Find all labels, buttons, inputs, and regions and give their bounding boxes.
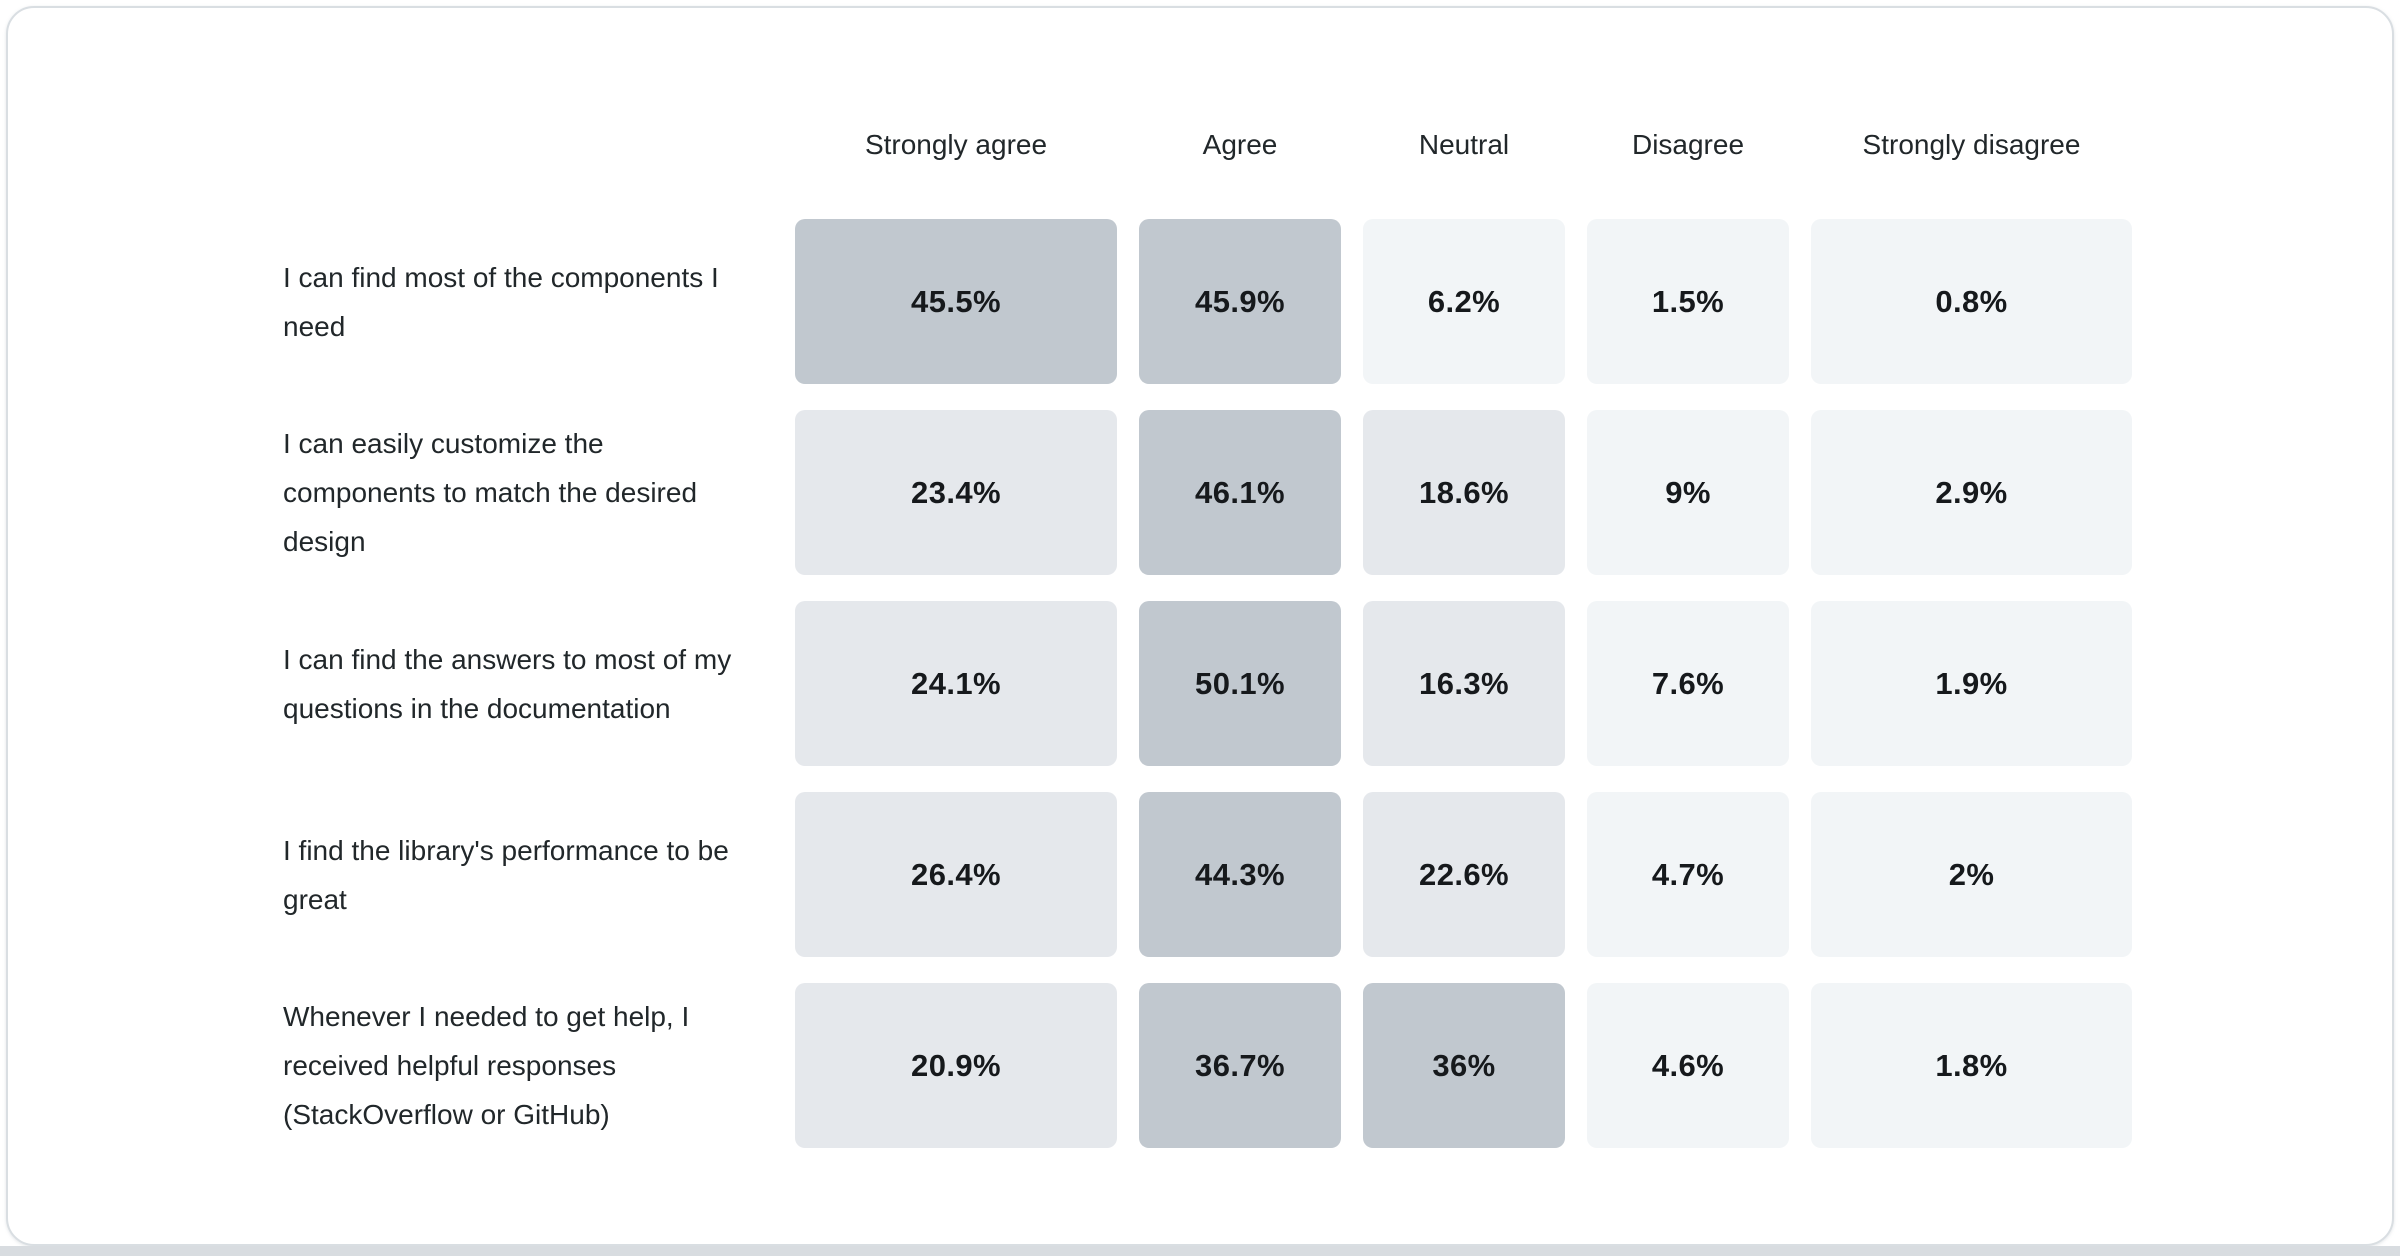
heatmap-cell: 1.9%: [1811, 601, 2132, 766]
survey-heatmap-card: Strongly agree Agree Neutral Disagree Strong…: [6, 6, 2394, 1246]
heatmap-cell: 0.8%: [1811, 219, 2132, 384]
column-header: Strongly agree: [864, 128, 1048, 160]
heatmap-cell: 45.5%: [795, 219, 1117, 384]
column-header: Neutral: [1418, 128, 1510, 160]
heatmap-cell: 50.1%: [1139, 601, 1341, 766]
column-header: Disagree: [1631, 128, 1745, 160]
page-bottom-strip: [0, 1246, 2400, 1256]
heatmap-cell: 2.9%: [1811, 410, 2132, 575]
heatmap-cell: 7.6%: [1587, 601, 1789, 766]
row-label: I find the library's performance to be g…: [283, 834, 729, 915]
heatmap-cell: 9%: [1587, 410, 1789, 575]
heatmap-cell: 16.3%: [1363, 601, 1565, 766]
heatmap-cell: 4.7%: [1587, 792, 1789, 957]
heatmap-cell: 24.1%: [795, 601, 1117, 766]
heatmap-cell: 36%: [1363, 983, 1565, 1148]
heatmap-cell: 36.7%: [1139, 983, 1341, 1148]
heatmap-cell: 1.5%: [1587, 219, 1789, 384]
row-label: I can easily customize the components to…: [283, 428, 698, 557]
heatmap-corner-spacer: [283, 96, 773, 193]
heatmap-cell: 46.1%: [1139, 410, 1341, 575]
heatmap-cell: 23.4%: [795, 410, 1117, 575]
heatmap-cell: 18.6%: [1363, 410, 1565, 575]
heatmap-cell: 4.6%: [1587, 983, 1789, 1148]
heatmap-cell: 26.4%: [795, 792, 1117, 957]
heatmap-cell: 22.6%: [1363, 792, 1565, 957]
heatmap-cell: 45.9%: [1139, 219, 1341, 384]
heatmap-cell: 20.9%: [795, 983, 1117, 1148]
heatmap: Strongly agree Agree Neutral Disagree Strong…: [283, 96, 2132, 1148]
heatmap-cell: 1.8%: [1811, 983, 2132, 1148]
heatmap-cell: 2%: [1811, 792, 2132, 957]
column-header: Strongly disagree: [1862, 128, 2081, 160]
row-label: I can find the answers to most of my que…: [283, 643, 732, 724]
heatmap-cell: 6.2%: [1363, 219, 1565, 384]
column-header: Agree: [1202, 128, 1278, 160]
heatmap-cell: 44.3%: [1139, 792, 1341, 957]
row-label: Whenever I needed to get help, I receive…: [283, 1001, 690, 1130]
row-label: I can find most of the components I need: [283, 261, 719, 342]
